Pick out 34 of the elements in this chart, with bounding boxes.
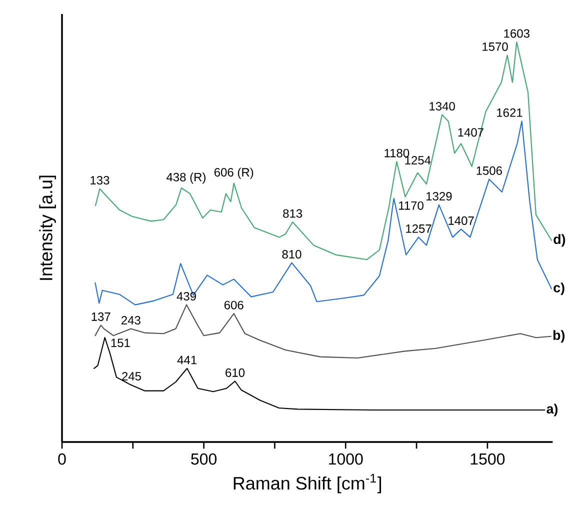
annotation: 439 [176, 292, 196, 301]
annotation: 1257 [406, 224, 432, 233]
annotation: 245 [122, 372, 141, 381]
annotation: 810 [282, 250, 302, 259]
series-label: a) [546, 404, 558, 416]
annotation: 243 [122, 316, 140, 325]
series-label: c) [554, 282, 564, 296]
x-tick-label: 500 [191, 453, 217, 465]
annotation: 133 [90, 176, 110, 185]
annotation: 1407 [448, 216, 474, 225]
series-label: b) [553, 330, 565, 343]
annotation: 1603 [504, 29, 530, 38]
y-axis-title: Intensity [a.u] [39, 176, 56, 280]
annotation: 151 [111, 338, 130, 348]
annotation: 137 [92, 312, 110, 321]
x-axis-title: Raman Shift [cm$^{-1}$] [234, 474, 382, 494]
annotation: 1329 [426, 192, 452, 201]
annotation: 813 [283, 209, 302, 218]
x-tick-label: 1000 [329, 453, 363, 465]
annotation: 606 [224, 300, 244, 310]
annotation: 438 (R) [166, 172, 206, 184]
annotation: 1506 [476, 166, 502, 175]
annotation: 606 (R) [214, 168, 254, 179]
annotation: 1340 [430, 102, 455, 111]
annotation: 1170 [399, 201, 424, 210]
annotation: 1254 [405, 156, 431, 165]
annotation: 610 [226, 368, 245, 377]
annotation: 1570 [482, 42, 508, 51]
annotation: 441 [177, 356, 196, 364]
series-label: d) [554, 234, 566, 247]
x-tick-label: 1500 [470, 453, 505, 465]
x-tick-label: 0 [58, 453, 66, 465]
annotation: 1180 [384, 148, 410, 158]
annotation: 1621 [497, 108, 522, 117]
